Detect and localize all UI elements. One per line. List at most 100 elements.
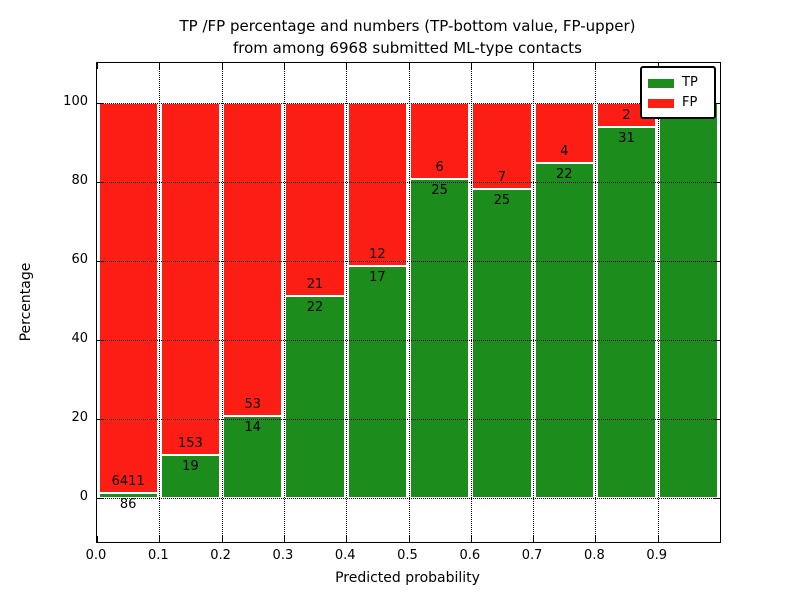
- axis-tick-bottom: [283, 536, 285, 542]
- bar-segment-tp: [659, 102, 719, 499]
- axis-tick-bottom: [159, 536, 161, 542]
- chart-title-line2: from among 6968 submitted ML-type contac…: [233, 39, 582, 57]
- x-tick-label: 0.2: [210, 548, 231, 563]
- fp-count-label: 6411: [111, 474, 145, 490]
- legend-swatch-fp: [648, 98, 674, 108]
- y-axis-label: Percentage: [18, 262, 34, 342]
- axis-tick-bottom: [221, 536, 223, 542]
- axis-tick-top: [221, 63, 223, 69]
- x-axis-label: Predicted probability: [335, 570, 480, 586]
- gridline-vertical: [283, 63, 285, 542]
- gridline-vertical: [221, 63, 223, 542]
- bar-segment-tp: [596, 126, 657, 499]
- tp-count-label: 86: [119, 497, 137, 513]
- axis-tick-right: [714, 340, 720, 342]
- gridline-vertical: [159, 63, 161, 542]
- x-tick-label: 0.4: [334, 548, 356, 563]
- gridline-vertical: [595, 63, 597, 542]
- bar-segment-tp: [534, 163, 594, 499]
- gridline-vertical: [470, 63, 472, 542]
- fp-count-label: 4: [560, 144, 569, 160]
- tp-count-label: 31: [618, 130, 635, 146]
- x-tick-label: 0.3: [272, 548, 294, 563]
- axis-tick-top: [533, 63, 535, 69]
- tp-count-label: 22: [555, 167, 573, 183]
- fp-count-label: 7: [497, 170, 507, 186]
- axis-tick-bottom: [408, 536, 410, 542]
- y-tick-label: 80: [71, 172, 88, 188]
- axis-tick-top: [97, 63, 98, 69]
- axis-tick-bottom: [470, 536, 472, 542]
- x-tick-label: 0.9: [646, 548, 668, 563]
- axis-tick-right: [714, 498, 720, 500]
- axis-tick-right: [714, 419, 720, 421]
- bar-segment-tp: [223, 415, 283, 499]
- axis-tick-bottom: [346, 536, 348, 542]
- axis-tick-left: [97, 419, 103, 421]
- bar-segment-fp: [285, 102, 345, 296]
- y-tick-label: 0: [79, 489, 88, 505]
- x-tick-label: 0.5: [397, 548, 418, 563]
- axis-tick-top: [346, 63, 348, 69]
- gridline-vertical: [346, 63, 348, 542]
- bar-segment-tp: [98, 493, 158, 499]
- fp-count-label: 53: [244, 396, 262, 412]
- y-tick-label: 100: [63, 93, 88, 109]
- axis-tick-bottom: [533, 536, 535, 542]
- fp-count-label: 2: [622, 107, 631, 123]
- axis-tick-right: [714, 102, 720, 104]
- fp-count-label: 153: [178, 435, 203, 451]
- axis-tick-left: [97, 498, 103, 500]
- bar-segment-fp: [98, 102, 158, 494]
- bar-segment-tp: [285, 295, 345, 499]
- gridline-vertical: [533, 63, 535, 542]
- axis-tick-top: [159, 63, 161, 69]
- bar-segment-tp: [472, 189, 532, 499]
- legend-entry: FP: [648, 93, 708, 113]
- legend: TP FP: [640, 66, 716, 119]
- axis-tick-bottom: [595, 536, 597, 542]
- legend-entry: TP: [648, 73, 708, 93]
- bar-segment-tp: [160, 454, 221, 499]
- tp-count-label: 22: [306, 299, 324, 315]
- tp-count-label: 17: [369, 270, 386, 286]
- axis-tick-left: [97, 102, 103, 104]
- x-tick-label: 0.8: [584, 548, 605, 563]
- axis-tick-left: [97, 340, 103, 342]
- axis-tick-top: [408, 63, 410, 69]
- x-tick-label: 0.6: [459, 548, 481, 563]
- fp-count-label: 6: [435, 160, 444, 176]
- x-tick-label: 0.0: [85, 548, 107, 563]
- axis-tick-bottom: [97, 536, 98, 542]
- gridline-vertical: [657, 63, 659, 542]
- axis-tick-bottom: [657, 536, 659, 542]
- tp-count-label: 25: [431, 183, 448, 199]
- bar-segment-fp: [160, 102, 221, 455]
- legend-label-tp: TP: [682, 75, 698, 90]
- bar-segment-tp: [410, 179, 470, 499]
- bar-segment-fp: [223, 102, 283, 416]
- y-tick-label: 40: [71, 331, 88, 347]
- tp-count-label: 14: [244, 419, 262, 435]
- axis-tick-left: [97, 181, 103, 183]
- x-tick-label: 0.7: [521, 548, 543, 563]
- legend-swatch-tp: [648, 78, 674, 88]
- axis-tick-top: [283, 63, 285, 69]
- axis-tick-right: [714, 181, 720, 183]
- chart-title-line1: TP /FP percentage and numbers (TP-bottom…: [179, 17, 636, 35]
- chart-title: TP /FP percentage and numbers (TP-bottom…: [96, 15, 719, 59]
- axis-tick-left: [97, 260, 103, 262]
- bar-segment-fp: [472, 102, 532, 190]
- plot-area: 6411861531953142122121762572542223158 TP…: [96, 62, 721, 543]
- axis-tick-top: [470, 63, 472, 69]
- y-tick-label: 60: [71, 251, 88, 267]
- bar-segment-fp: [347, 102, 407, 267]
- fp-count-label: 12: [369, 247, 386, 263]
- x-tick-label: 0.1: [147, 548, 169, 563]
- fp-count-label: 21: [306, 276, 324, 292]
- bar-segment-fp: [410, 102, 470, 180]
- bar-segment-fp: [534, 102, 594, 164]
- y-tick-label: 20: [71, 410, 88, 426]
- axis-tick-right: [714, 260, 720, 262]
